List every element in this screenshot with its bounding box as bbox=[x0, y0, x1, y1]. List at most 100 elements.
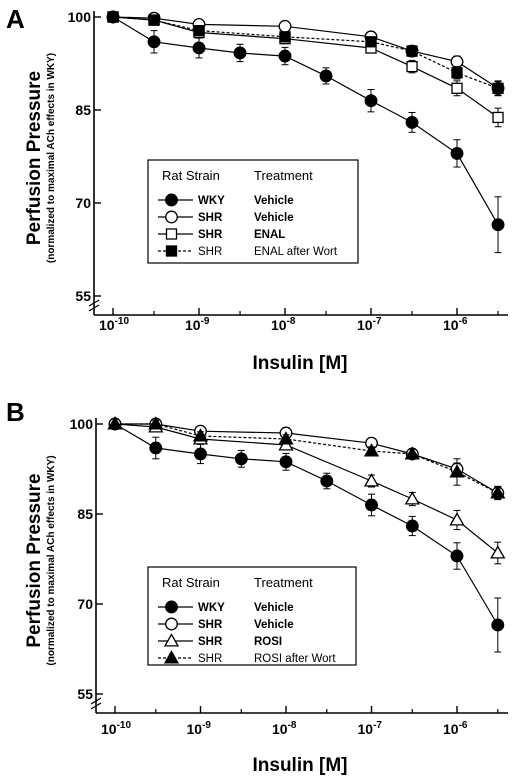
y-axis-subtitle: (normalized to maximal ACh effects in WK… bbox=[46, 455, 57, 665]
data-point bbox=[405, 115, 419, 129]
series-line bbox=[115, 423, 499, 494]
legend-strain: WKY bbox=[198, 195, 225, 207]
data-point bbox=[278, 49, 292, 63]
data-point bbox=[107, 11, 119, 23]
legend-treatment: ENAL after Wort bbox=[254, 246, 338, 258]
legend-marker bbox=[165, 193, 178, 207]
data-point bbox=[449, 512, 465, 526]
data-point bbox=[490, 485, 506, 499]
data-point bbox=[148, 14, 160, 26]
data-point bbox=[278, 431, 294, 445]
x-tick-label: 10-8 bbox=[272, 720, 297, 737]
y-tick-label: 100 bbox=[70, 416, 94, 432]
axis-break-mark bbox=[88, 299, 100, 307]
data-point bbox=[492, 82, 504, 94]
data-point bbox=[279, 31, 291, 43]
axis-break-mark bbox=[90, 702, 102, 710]
legend-treatment: ROSI after Wort bbox=[254, 653, 336, 665]
legend-treatment: ROSI bbox=[254, 636, 282, 648]
legend-marker bbox=[163, 650, 180, 664]
legend-marker bbox=[165, 245, 178, 257]
y-axis-title: Perfusion Pressure bbox=[24, 71, 45, 245]
axis-break-mark bbox=[88, 304, 100, 312]
legend-strain: SHR bbox=[198, 636, 223, 648]
data-point bbox=[148, 416, 164, 430]
legend-header-treatment: Treatment bbox=[254, 575, 313, 590]
y-tick-label: 70 bbox=[75, 195, 91, 211]
data-point bbox=[450, 55, 464, 69]
legend-header-treatment: Treatment bbox=[254, 168, 313, 183]
x-axis-title: Insulin [M] bbox=[253, 353, 348, 374]
x-tick-label: 10-9 bbox=[185, 316, 210, 333]
y-tick-label: 55 bbox=[75, 288, 91, 304]
x-tick-label: 10-7 bbox=[358, 720, 383, 737]
data-point bbox=[406, 45, 418, 57]
data-point bbox=[147, 35, 161, 49]
y-tick-label: 70 bbox=[77, 596, 93, 612]
legend: Rat Strain Treatment WKY Vehicle SHR Vehicle S… bbox=[147, 159, 359, 264]
x-tick-label: 10-9 bbox=[187, 720, 212, 737]
legend: Rat Strain Treatment WKY Vehicle SHR Vehicle S… bbox=[147, 566, 357, 666]
data-point bbox=[450, 549, 464, 563]
data-point bbox=[492, 111, 504, 124]
data-point bbox=[364, 94, 378, 108]
legend-header-strain: Rat Strain bbox=[162, 168, 220, 183]
series-wky-vehicle bbox=[108, 417, 505, 653]
data-point bbox=[107, 416, 123, 430]
legend-box bbox=[147, 159, 359, 264]
data-point bbox=[279, 455, 293, 469]
legend-marker bbox=[165, 210, 178, 224]
x-axis-title: Insulin [M] bbox=[253, 755, 348, 776]
x-tick-label: 10-7 bbox=[357, 316, 382, 333]
data-point bbox=[365, 36, 377, 48]
x-tick-label: 10-10 bbox=[99, 316, 129, 333]
legend-strain: SHR bbox=[198, 229, 223, 241]
series-line bbox=[112, 16, 499, 118]
data-point bbox=[192, 428, 209, 442]
panel-label: B bbox=[6, 397, 25, 427]
y-axis-subtitle: (normalized to maximal ACh effects in WK… bbox=[46, 53, 57, 263]
data-point bbox=[405, 519, 419, 533]
series-line bbox=[115, 423, 499, 494]
series-line bbox=[114, 423, 499, 626]
series-shr-rosi bbox=[107, 416, 506, 565]
data-point bbox=[233, 46, 247, 60]
series-line bbox=[114, 423, 499, 554]
legend-header-strain: Rat Strain bbox=[162, 575, 220, 590]
legend-box bbox=[147, 566, 357, 666]
data-point bbox=[193, 24, 205, 37]
data-point bbox=[363, 443, 380, 457]
data-point bbox=[449, 464, 465, 478]
chart-panel-b: B 55 70 85 100 10-10 10-9 10-8 10-7 10-6 Insulin [… bbox=[6, 397, 508, 776]
data-point bbox=[450, 146, 464, 160]
series-line bbox=[112, 16, 499, 225]
panel-label: A bbox=[6, 4, 25, 34]
data-point bbox=[404, 446, 420, 460]
data-point bbox=[406, 60, 418, 73]
y-tick-label: 85 bbox=[75, 102, 91, 118]
y-axis-title: Perfusion Pressure bbox=[24, 473, 45, 647]
data-point bbox=[234, 452, 248, 466]
legend-strain: SHR bbox=[198, 246, 222, 258]
data-point bbox=[451, 82, 463, 94]
series-line bbox=[112, 16, 499, 89]
legend-marker bbox=[165, 617, 178, 631]
series-shr-rosi-after-wort bbox=[107, 416, 506, 500]
series-line bbox=[112, 16, 499, 89]
legend-marker bbox=[165, 600, 178, 614]
data-point bbox=[319, 69, 333, 83]
x-tick-label: 10-10 bbox=[101, 720, 131, 737]
legend-treatment: ENAL bbox=[254, 229, 285, 241]
legend-marker bbox=[165, 228, 178, 240]
data-point bbox=[491, 618, 505, 632]
data-point bbox=[365, 498, 378, 512]
data-point bbox=[404, 491, 420, 505]
x-tick-label: 10-6 bbox=[443, 316, 468, 333]
axis-break-mark bbox=[90, 697, 102, 705]
data-point bbox=[194, 447, 207, 461]
chart-panel-a: A 55 70 85 100 10-10 10-9 10-8 10-7 10-6 Insulin [… bbox=[6, 4, 508, 374]
legend-strain: SHR bbox=[198, 653, 222, 665]
legend-strain: SHR bbox=[198, 212, 223, 224]
legend-marker bbox=[163, 633, 180, 647]
